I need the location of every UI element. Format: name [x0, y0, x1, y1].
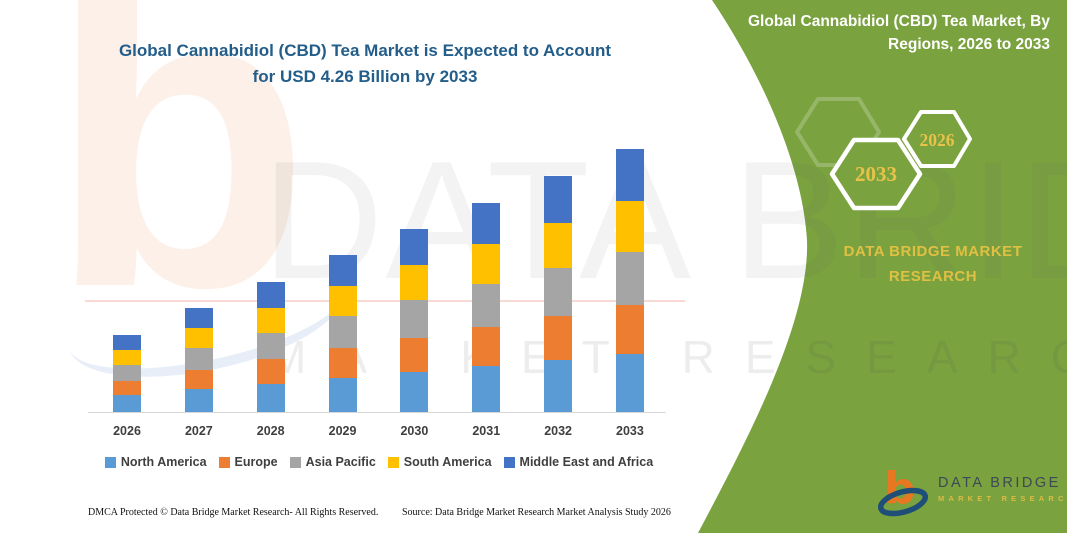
- bar-segment: [113, 381, 141, 395]
- bar-segment: [328, 348, 357, 378]
- dmca-notice: DMCA Protected © Data Bridge Market Rese…: [88, 507, 379, 518]
- bar-segment: [544, 316, 573, 360]
- legend-swatch-icon: [289, 456, 301, 468]
- bar-segment: [400, 229, 429, 265]
- legend-label: Europe: [234, 455, 278, 469]
- stacked-bar-2028: [256, 282, 285, 412]
- data-bridge-logo: b DATA BRIDGE MARKET RESEARCH: [878, 458, 1067, 520]
- bar-segment: [615, 252, 644, 305]
- legend-item: Middle East and Africa: [503, 455, 654, 469]
- bar-segment: [184, 348, 213, 370]
- stacked-bar-2029: [328, 255, 357, 412]
- bar-segment: [113, 365, 141, 381]
- x-axis-label: 2028: [256, 424, 285, 438]
- bar-segment: [328, 286, 357, 316]
- bar-segment: [256, 308, 285, 333]
- bar-segment: [184, 308, 213, 328]
- legend-swatch-icon: [218, 456, 230, 468]
- bar-segment: [472, 203, 501, 244]
- legend-item: Europe: [218, 455, 278, 469]
- bar-segment: [544, 360, 573, 412]
- logo-brand-name: DATA BRIDGE: [938, 475, 1061, 491]
- stacked-bar-2027: [184, 308, 213, 412]
- bar-segment: [256, 359, 285, 384]
- legend-item: Asia Pacific: [289, 455, 376, 469]
- bar-segment: [184, 370, 213, 389]
- legend-swatch-icon: [503, 456, 515, 468]
- stacked-bar-2033: [615, 149, 644, 412]
- bar-segment: [256, 333, 285, 359]
- bar-segment: [113, 350, 141, 365]
- bar-segment: [400, 338, 429, 372]
- bar-segment: [328, 316, 357, 348]
- bar-segment: [544, 268, 573, 316]
- source-note: Source: Data Bridge Market Research Mark…: [402, 507, 671, 518]
- stacked-bar-2030: [400, 229, 429, 412]
- bar-segment: [400, 372, 429, 412]
- x-axis-label: 2031: [472, 424, 501, 438]
- stacked-bar-2026: [113, 335, 141, 412]
- x-axis-label: 2033: [616, 424, 644, 438]
- bar-segment: [113, 335, 141, 350]
- bar-segment: [615, 201, 644, 252]
- legend-item: South America: [387, 455, 492, 469]
- stacked-bar-2032: [544, 176, 573, 412]
- legend-swatch-icon: [387, 456, 399, 468]
- legend-label: Middle East and Africa: [519, 455, 654, 469]
- bar-segment: [400, 265, 429, 300]
- stacked-bar-2031: [472, 203, 501, 412]
- legend-label: Asia Pacific: [305, 455, 376, 469]
- bar-segment: [472, 244, 501, 284]
- bar-segment: [615, 305, 644, 354]
- hexagon-2033-icon: [829, 137, 923, 211]
- x-axis-label: 2026: [113, 424, 141, 438]
- logo-brand-subtitle: MARKET RESEARCH: [938, 494, 1067, 503]
- legend-item: North America: [104, 455, 207, 469]
- bar-segment: [256, 282, 285, 308]
- side-panel-title: Global Cannabidiol (CBD) Tea Market, By …: [747, 13, 1050, 54]
- hexagon-year-2026: 2026: [920, 130, 955, 150]
- bar-segment: [472, 327, 501, 366]
- bar-segment: [544, 223, 573, 268]
- x-axis-line: [88, 412, 666, 413]
- bar-segment: [256, 384, 285, 412]
- bar-segment: [400, 300, 429, 338]
- bar-segment: [615, 354, 644, 412]
- watermark-accent-line: [85, 300, 685, 302]
- bar-segment: [544, 176, 573, 223]
- bar-segment: [113, 395, 141, 412]
- x-axis-label: 2032: [544, 424, 572, 438]
- x-axis-label: 2030: [400, 424, 429, 438]
- legend-swatch-icon: [104, 456, 116, 468]
- bar-segment: [472, 284, 501, 327]
- bar-segment: [328, 255, 357, 286]
- bar-segment: [472, 366, 501, 412]
- hexagon-2026-icon: [902, 110, 972, 168]
- bar-segment: [328, 378, 357, 412]
- bar-segment: [615, 149, 644, 201]
- hexagon-year-2033: 2033: [855, 162, 897, 186]
- chart-legend: North America Europe Asia Pacific South Ame…: [86, 455, 672, 469]
- x-axis-label: 2029: [328, 424, 357, 438]
- chart-title: Global Cannabidiol (CBD) Tea Market is E…: [118, 41, 612, 86]
- bar-segment: [184, 328, 213, 348]
- legend-label: South America: [403, 455, 492, 469]
- x-axis-label: 2027: [184, 424, 213, 438]
- side-panel-shape: [698, 0, 1067, 533]
- faint-hexagon-outline-icon: [795, 97, 881, 167]
- bar-segment: [184, 389, 213, 412]
- side-panel-brand-text: DATA BRIDGE MARKET RESEARCH: [843, 243, 1023, 285]
- legend-label: North America: [120, 455, 207, 469]
- data-bridge-logo-icon: b: [878, 463, 929, 517]
